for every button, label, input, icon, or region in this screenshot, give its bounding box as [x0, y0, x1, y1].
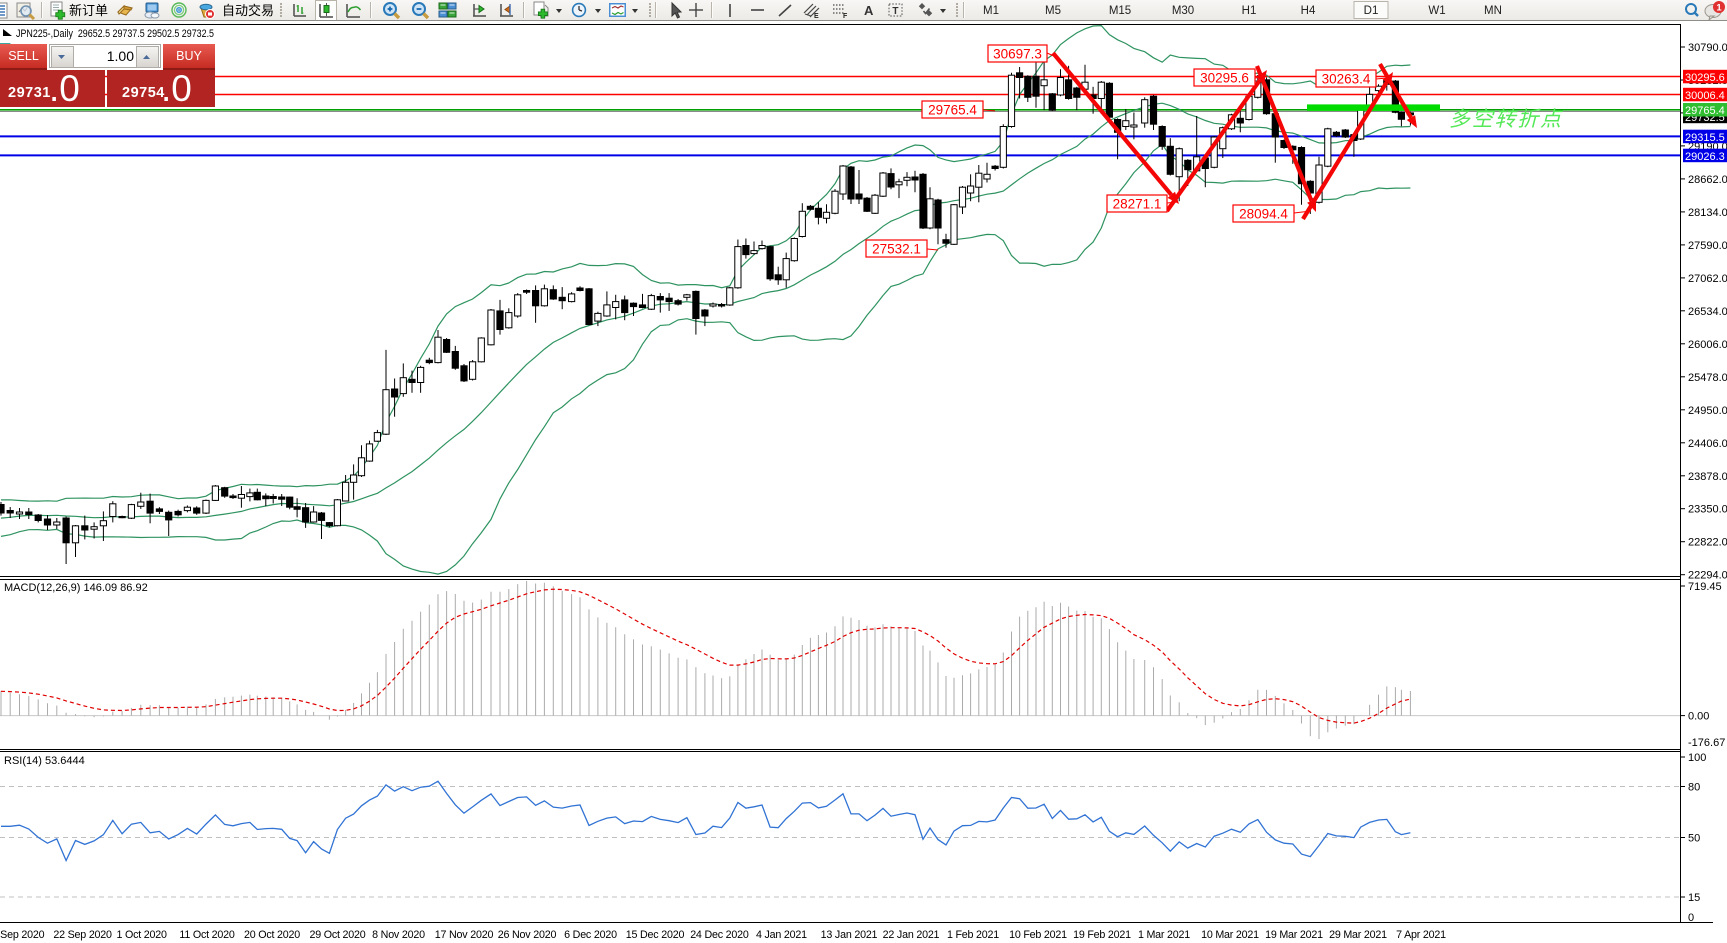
- svg-text:24 Dec 2020: 24 Dec 2020: [690, 929, 749, 941]
- svg-text:28134.0: 28134.0: [1688, 207, 1727, 219]
- svg-text:多空转折点: 多空转折点: [1449, 108, 1563, 131]
- svg-text:E: E: [814, 13, 819, 20]
- svg-text:27062.0: 27062.0: [1688, 273, 1727, 285]
- svg-text:22822.0: 22822.0: [1688, 537, 1727, 549]
- svg-text:29765.4: 29765.4: [1685, 105, 1725, 117]
- svg-text:30295.6: 30295.6: [1685, 72, 1725, 84]
- svg-text:F: F: [843, 13, 848, 20]
- svg-text:自动交易: 自动交易: [222, 3, 274, 18]
- svg-text:50: 50: [1688, 833, 1700, 845]
- svg-text:6 Dec 2020: 6 Dec 2020: [564, 929, 617, 941]
- svg-text:27590.0: 27590.0: [1688, 240, 1727, 252]
- svg-text:新订单: 新订单: [69, 3, 108, 18]
- svg-text:H1: H1: [1242, 5, 1257, 17]
- svg-text:H4: H4: [1301, 5, 1316, 17]
- svg-text:29026.3: 29026.3: [1685, 151, 1725, 163]
- svg-text:30295.6: 30295.6: [1200, 71, 1249, 86]
- svg-text:13 Jan 2021: 13 Jan 2021: [821, 929, 878, 941]
- svg-text:100: 100: [1688, 752, 1706, 764]
- svg-text:D1: D1: [1364, 5, 1379, 17]
- svg-text:MN: MN: [1484, 5, 1502, 17]
- svg-text:M30: M30: [1172, 5, 1194, 17]
- svg-text:15 Dec 2020: 15 Dec 2020: [626, 929, 685, 941]
- svg-text:23350.0: 23350.0: [1688, 504, 1727, 516]
- svg-text:0.00: 0.00: [1688, 711, 1709, 723]
- svg-text:30790.0: 30790.0: [1688, 42, 1727, 54]
- svg-text:T: T: [892, 6, 898, 17]
- svg-text:10 Mar 2021: 10 Mar 2021: [1201, 929, 1259, 941]
- svg-text:M1: M1: [983, 5, 999, 17]
- svg-text:W1: W1: [1428, 5, 1445, 17]
- svg-text:7 Apr 2021: 7 Apr 2021: [1396, 929, 1446, 941]
- svg-text:A: A: [864, 3, 874, 18]
- svg-text:20 Oct 2020: 20 Oct 2020: [244, 929, 300, 941]
- svg-text:3 Sep 2020: 3 Sep 2020: [0, 929, 45, 941]
- svg-text:22 Sep 2020: 22 Sep 2020: [53, 929, 112, 941]
- svg-text:4 Jan 2021: 4 Jan 2021: [756, 929, 807, 941]
- svg-text:10 Feb 2021: 10 Feb 2021: [1009, 929, 1067, 941]
- svg-text:26534.0: 26534.0: [1688, 306, 1727, 318]
- svg-text:30697.3: 30697.3: [993, 47, 1042, 62]
- svg-text:11 Oct 2020: 11 Oct 2020: [179, 929, 234, 941]
- svg-text:80: 80: [1688, 782, 1700, 794]
- svg-text:1 Oct 2020: 1 Oct 2020: [116, 929, 167, 941]
- svg-text:30006.4: 30006.4: [1685, 90, 1725, 102]
- svg-text:26 Nov 2020: 26 Nov 2020: [498, 929, 557, 941]
- svg-text:M15: M15: [1109, 5, 1131, 17]
- svg-text:29 Oct 2020: 29 Oct 2020: [309, 929, 365, 941]
- svg-text:22 Jan 2021: 22 Jan 2021: [883, 929, 940, 941]
- svg-text:28271.1: 28271.1: [1113, 197, 1162, 212]
- svg-text:1: 1: [1716, 2, 1722, 13]
- svg-text:1 Feb 2021: 1 Feb 2021: [947, 929, 999, 941]
- svg-text:719.45: 719.45: [1688, 581, 1722, 593]
- svg-text:M5: M5: [1045, 5, 1061, 17]
- svg-text:0: 0: [1688, 912, 1694, 924]
- svg-text:26006.0: 26006.0: [1688, 339, 1727, 351]
- svg-text:24950.0: 24950.0: [1688, 405, 1727, 417]
- svg-text:29765.4: 29765.4: [928, 103, 977, 118]
- svg-text:1 Mar 2021: 1 Mar 2021: [1138, 929, 1190, 941]
- svg-text:19 Feb 2021: 19 Feb 2021: [1073, 929, 1131, 941]
- svg-text:MACD(12,26,9) 146.09 86.92: MACD(12,26,9) 146.09 86.92: [4, 582, 148, 594]
- svg-text:29 Mar 2021: 29 Mar 2021: [1329, 929, 1387, 941]
- svg-text:25478.0: 25478.0: [1688, 372, 1727, 384]
- svg-text:28662.0: 28662.0: [1688, 174, 1727, 186]
- svg-text:28094.4: 28094.4: [1239, 207, 1288, 222]
- svg-text:15: 15: [1688, 892, 1700, 904]
- svg-text:19 Mar 2021: 19 Mar 2021: [1265, 929, 1323, 941]
- svg-text:22294.0: 22294.0: [1688, 570, 1727, 582]
- svg-text:30263.4: 30263.4: [1322, 72, 1371, 87]
- svg-text:17 Nov 2020: 17 Nov 2020: [435, 929, 494, 941]
- svg-text:-176.67: -176.67: [1688, 737, 1725, 749]
- svg-text:27532.1: 27532.1: [872, 242, 921, 257]
- svg-text:23878.0: 23878.0: [1688, 471, 1727, 483]
- svg-text:8 Nov 2020: 8 Nov 2020: [372, 929, 425, 941]
- svg-text:RSI(14) 53.6444: RSI(14) 53.6444: [4, 755, 85, 767]
- svg-text:JPN225-,Daily 29652.5 29737.5: JPN225-,Daily 29652.5 29737.5 29502.5 29…: [16, 28, 214, 40]
- svg-text:24406.0: 24406.0: [1688, 438, 1727, 450]
- svg-text:29315.5: 29315.5: [1685, 132, 1725, 144]
